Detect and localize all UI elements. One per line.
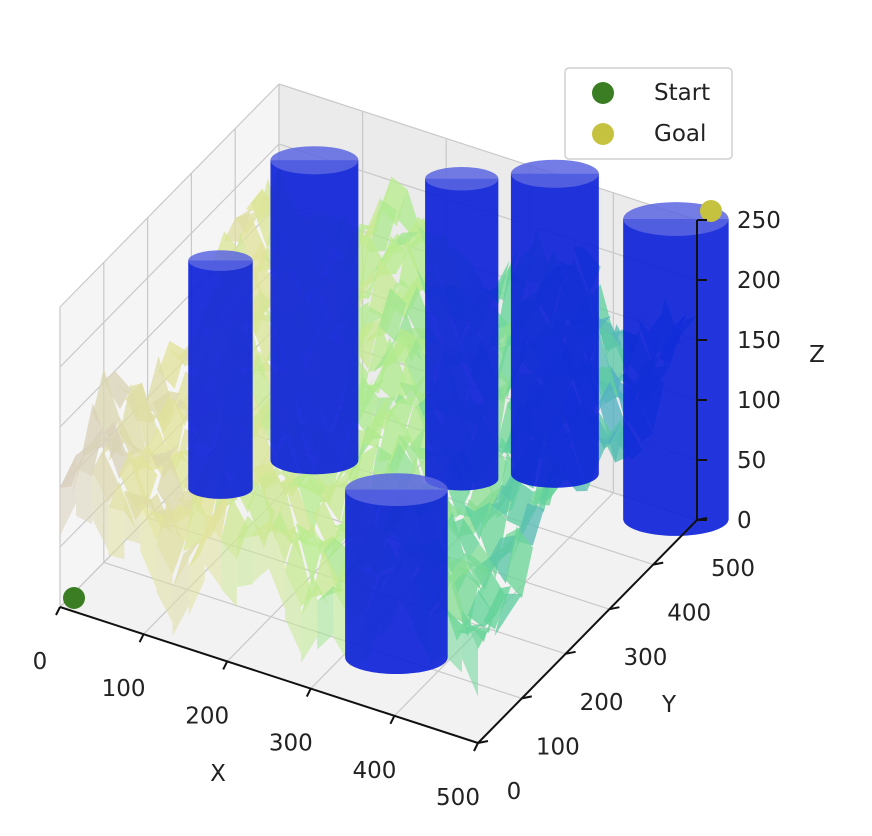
obstacle-top	[188, 250, 253, 271]
terrain-facet	[124, 490, 141, 544]
obstacle-top	[345, 473, 448, 507]
x-tick-label: 200	[185, 703, 229, 729]
y-tick-label: 500	[711, 556, 755, 582]
terrain-facet	[461, 610, 478, 697]
terrain-facet	[505, 526, 534, 599]
z-tick-label: 150	[737, 328, 781, 354]
terrain-facet	[158, 340, 186, 390]
obstacle-cylinder	[425, 167, 499, 491]
obstacle-cylinder	[623, 202, 729, 536]
obstacle-body	[425, 178, 499, 491]
obstacle-body	[270, 160, 359, 475]
x-tick	[305, 688, 312, 698]
x-tick-label: 300	[269, 731, 313, 757]
z-tick-label: 50	[737, 448, 766, 474]
terrain-facet	[252, 520, 269, 583]
legend-label-start: Start	[654, 80, 710, 106]
marker-start	[63, 587, 85, 609]
terrain-facet	[236, 536, 253, 587]
x-axis-line	[59, 606, 479, 744]
terrain-facet	[369, 199, 398, 253]
scatter-markers	[63, 200, 722, 609]
terrain-facet	[317, 586, 334, 650]
x-tick-label: 400	[352, 758, 396, 784]
x-tick	[473, 742, 479, 752]
terrain-facet	[92, 470, 109, 551]
x-tick-label: 100	[102, 676, 146, 702]
y-tick	[653, 561, 664, 566]
x-tick	[55, 606, 61, 616]
terrain-facet	[295, 522, 324, 586]
terrain-facet	[76, 467, 93, 525]
obstacle-body	[510, 173, 599, 488]
obstacle-body	[345, 489, 448, 675]
terrain-facet	[188, 532, 205, 616]
x-tick-label: 0	[33, 649, 48, 675]
z-axis-label: Z	[809, 342, 825, 368]
legend-marker-start	[592, 82, 614, 104]
legend-label-goal: Goal	[654, 121, 706, 147]
terrain-facet	[108, 506, 125, 560]
x-tick	[138, 633, 145, 643]
terrain-facet	[301, 589, 318, 663]
obstacle-top	[270, 146, 359, 175]
terrain-facet	[285, 570, 302, 654]
terrain-facet	[361, 396, 390, 448]
x-tick-label: 500	[436, 785, 480, 811]
x-axis-label: X	[210, 761, 226, 787]
obstacle-cylinder	[510, 159, 599, 488]
terrain-facet	[172, 558, 189, 637]
terrain-facet	[60, 455, 77, 536]
marker-goal	[700, 200, 722, 222]
y-tick-label: 400	[667, 601, 711, 627]
z-tick-label: 250	[737, 208, 781, 234]
y-tick	[521, 695, 532, 700]
x-tick	[222, 660, 229, 670]
obstacle-top	[425, 167, 499, 191]
grid-line-z	[59, 83, 280, 308]
obstacle-cylinders	[188, 146, 729, 675]
terrain-facet	[220, 540, 237, 607]
terrain-facet	[204, 516, 221, 588]
y-tick	[609, 606, 620, 611]
legend-marker-goal	[592, 123, 614, 145]
terrain-facet	[452, 518, 480, 560]
terrain-facet	[351, 319, 380, 370]
y-tick-label: 200	[580, 690, 624, 716]
grid-line-z	[59, 143, 280, 368]
x-tick	[389, 715, 396, 725]
obstacle-body	[188, 260, 253, 499]
obstacle-top	[510, 159, 599, 188]
z-tick-label: 0	[737, 508, 752, 534]
grid-line-z	[278, 83, 698, 221]
terrain-facet	[269, 520, 286, 610]
terrain-facet	[140, 503, 157, 589]
terrain-facet	[323, 467, 352, 524]
obstacle-cylinder	[188, 250, 253, 499]
terrain-facet	[445, 608, 462, 673]
terrain-facet	[113, 419, 142, 456]
terrain-facet	[378, 287, 407, 342]
obstacle-cylinder	[345, 473, 448, 675]
z-tick-label: 200	[737, 268, 781, 294]
y-tick-label: 300	[623, 645, 667, 671]
y-tick-label: 100	[536, 734, 580, 760]
obstacle-cylinder	[270, 146, 359, 475]
terrain-facet	[156, 544, 173, 623]
legend: Start Goal	[564, 67, 733, 160]
z-tick-label: 100	[737, 388, 781, 414]
y-tick-label: 0	[507, 779, 522, 805]
terrain-facet	[223, 208, 252, 243]
terrain-facet	[483, 585, 512, 630]
y-axis-line	[477, 519, 698, 744]
terrain-facet	[462, 501, 491, 541]
y-tick	[477, 740, 489, 744]
obstacle-body	[623, 219, 729, 536]
y-tick	[565, 650, 576, 655]
y-axis-label: Y	[661, 692, 677, 718]
